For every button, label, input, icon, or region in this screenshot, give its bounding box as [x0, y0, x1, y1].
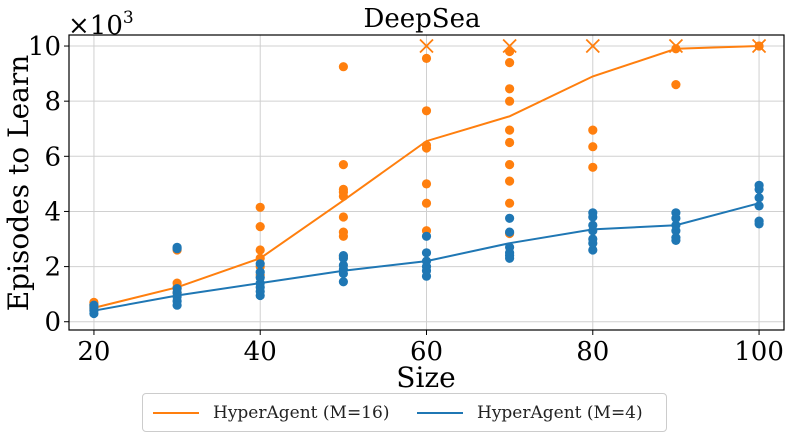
data-point-m4-16	[255, 267, 265, 277]
failure-marker-m16-0	[419, 38, 434, 54]
data-point-m16-11	[255, 245, 265, 255]
x-tick-label-40: 40	[244, 337, 277, 367]
y-tick-label-4: 4	[44, 197, 61, 227]
y-tick-label-2: 2	[44, 253, 61, 283]
data-point-m4-42	[588, 208, 598, 218]
data-point-m16-41	[588, 142, 598, 152]
data-point-m16-43	[671, 80, 681, 90]
legend-item-m16: HyperAgent (M=16)	[153, 402, 389, 424]
y-tick-label-0: 0	[44, 308, 61, 338]
data-point-m16-21	[338, 160, 348, 170]
data-point-m16-24	[421, 198, 432, 208]
failure-marker-m16-3	[668, 38, 684, 54]
x-tick-label-60: 60	[410, 337, 443, 367]
data-point-m4-23	[338, 251, 348, 261]
data-point-m16-36	[505, 96, 515, 106]
data-point-m16-31	[505, 198, 515, 208]
legend-line-m4	[417, 412, 463, 414]
data-point-m4-44	[671, 233, 681, 243]
y-scale-base: ×10	[68, 11, 123, 41]
data-point-m4-3	[89, 300, 99, 310]
data-point-m4-34	[505, 227, 515, 237]
data-point-m16-32	[505, 176, 515, 186]
data-point-m4-35	[505, 213, 515, 223]
legend-label-m4: HyperAgent (M=4)	[477, 403, 643, 423]
y-tick-label-10: 10	[28, 32, 61, 62]
data-point-m16-20	[338, 184, 348, 194]
data-point-m16-33	[505, 160, 515, 170]
data-point-m16-12	[255, 222, 265, 232]
data-point-m16-27	[421, 140, 432, 150]
data-point-m16-37	[505, 84, 515, 94]
legend-line-m16	[153, 412, 199, 414]
failure-marker-m16-1	[502, 38, 517, 54]
data-point-m16-34	[505, 137, 515, 148]
data-point-m16-35	[505, 125, 515, 135]
legend: HyperAgent (M=16) HyperAgent (M=4)	[142, 393, 667, 432]
data-point-m16-25	[421, 179, 432, 189]
failure-marker-m16-4	[751, 38, 767, 54]
data-point-m16-40	[588, 162, 598, 172]
data-point-m16-42	[588, 125, 598, 135]
failure-marker-m16-2	[585, 38, 600, 54]
x-tick-label-100: 100	[734, 337, 784, 367]
data-point-m4-17	[255, 259, 265, 269]
data-point-m4-54	[754, 180, 764, 190]
data-point-m4-28	[421, 248, 432, 258]
data-point-m4-8	[172, 284, 182, 294]
legend-label-m16: HyperAgent (M=16)	[213, 403, 390, 423]
data-point-m16-28	[421, 106, 432, 116]
x-tick-label-20: 20	[77, 337, 110, 367]
y-scale-label: ×103	[68, 8, 134, 41]
data-point-m4-48	[671, 208, 681, 218]
chart-title: DeepSea	[364, 4, 481, 34]
data-point-m4-18	[338, 277, 348, 287]
data-point-m16-38	[505, 58, 515, 68]
data-point-m4-27	[421, 256, 432, 266]
data-point-m4-46	[671, 220, 681, 230]
data-point-m4-51	[754, 201, 764, 211]
y-tick-label-6: 6	[44, 142, 61, 172]
data-point-m16-44	[671, 44, 681, 54]
data-point-m4-29	[421, 231, 432, 241]
x-axis-label: Size	[396, 361, 455, 394]
x-tick-label-80: 80	[576, 337, 609, 367]
data-point-m4-21	[338, 260, 348, 270]
legend-item-m4: HyperAgent (M=4)	[417, 402, 643, 424]
y-axis-label: Episodes to Learn	[2, 55, 35, 312]
data-point-m4-52	[754, 193, 764, 203]
data-point-m4-33	[505, 242, 515, 252]
data-point-m4-10	[172, 242, 182, 252]
data-point-m16-16	[338, 227, 348, 237]
y-scale-exponent: 3	[123, 8, 134, 28]
data-point-m16-13	[255, 202, 265, 212]
data-point-m4-40	[588, 220, 598, 230]
y-tick-label-8: 8	[44, 87, 61, 117]
data-point-m4-50	[754, 216, 764, 226]
data-point-m16-17	[338, 212, 348, 222]
data-point-m16-22	[338, 62, 348, 72]
data-point-m4-36	[588, 245, 598, 255]
data-point-m16-29	[421, 53, 432, 64]
data-point-m4-38	[588, 234, 598, 244]
